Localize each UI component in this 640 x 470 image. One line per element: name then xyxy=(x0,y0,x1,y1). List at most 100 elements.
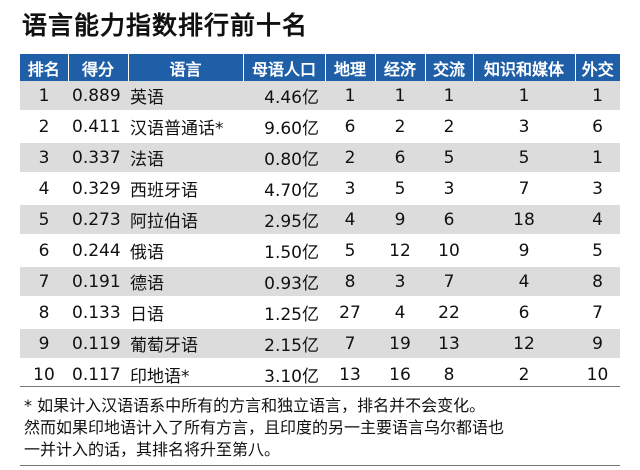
cell-knowledge-media: 4 xyxy=(473,266,575,298)
cell-language: 法语 xyxy=(128,142,243,174)
cell-communication: 22 xyxy=(425,297,473,329)
cell-score: 0.244 xyxy=(68,235,128,267)
table-row: 6 0.244 俄语 1.50亿 5 12 10 9 5 xyxy=(20,235,620,267)
cell-economy: 6 xyxy=(375,142,425,174)
cell-rank: 2 xyxy=(20,111,68,143)
table-body: 1 0.889 英语 4.46亿 1 1 1 1 1 2 0.411 汉语普通话* 9.60亿 6 2 2 3 6… xyxy=(20,81,620,391)
cell-language: 德语 xyxy=(128,266,243,298)
cell-diplomacy: 7 xyxy=(575,297,620,329)
cell-economy: 4 xyxy=(375,297,425,329)
cell-diplomacy: 4 xyxy=(575,204,620,236)
table-row: 5 0.273 阿拉伯语 2.95亿 4 9 6 18 4 xyxy=(20,204,620,236)
cell-diplomacy: 1 xyxy=(575,142,620,174)
cell-language: 葡萄牙语 xyxy=(128,328,243,360)
cell-geography: 5 xyxy=(325,235,375,267)
header-economy: 经济 xyxy=(375,54,426,81)
cell-rank: 4 xyxy=(20,173,68,205)
cell-communication: 8 xyxy=(425,359,473,391)
cell-communication: 13 xyxy=(425,328,473,360)
cell-communication: 3 xyxy=(425,173,473,205)
header-communication: 交流 xyxy=(425,54,474,81)
cell-knowledge-media: 1 xyxy=(473,81,575,112)
cell-native-speakers: 2.95亿 xyxy=(243,204,325,236)
cell-language: 俄语 xyxy=(128,235,243,267)
cell-knowledge-media: 3 xyxy=(473,111,575,143)
cell-score: 0.337 xyxy=(68,142,128,174)
footnote: * 如果计入汉语语系中所有的方言和独立语言，排名并不会变化。 然而如果印地语计入… xyxy=(20,386,620,466)
cell-geography: 7 xyxy=(325,328,375,360)
cell-diplomacy: 3 xyxy=(575,173,620,205)
cell-language: 英语 xyxy=(128,81,243,112)
cell-communication: 6 xyxy=(425,204,473,236)
cell-score: 0.133 xyxy=(68,297,128,329)
header-language: 语言 xyxy=(128,54,244,81)
header-rank: 排名 xyxy=(20,54,69,81)
cell-native-speakers: 4.70亿 xyxy=(243,173,325,205)
table-row: 10 0.117 印地语* 3.10亿 13 16 8 2 10 xyxy=(20,359,620,391)
cell-knowledge-media: 18 xyxy=(473,204,575,236)
cell-rank: 1 xyxy=(20,81,68,112)
cell-native-speakers: 2.15亿 xyxy=(243,328,325,360)
cell-knowledge-media: 5 xyxy=(473,142,575,174)
cell-communication: 2 xyxy=(425,111,473,143)
cell-economy: 19 xyxy=(375,328,425,360)
cell-native-speakers: 9.60亿 xyxy=(243,111,325,143)
cell-diplomacy: 5 xyxy=(575,235,620,267)
cell-rank: 9 xyxy=(20,328,68,360)
table-row: 2 0.411 汉语普通话* 9.60亿 6 2 2 3 6 xyxy=(20,111,620,143)
cell-native-speakers: 0.93亿 xyxy=(243,266,325,298)
cell-geography: 6 xyxy=(325,111,375,143)
cell-diplomacy: 6 xyxy=(575,111,620,143)
cell-score: 0.329 xyxy=(68,173,128,205)
header-diplomacy: 外交 xyxy=(575,54,620,81)
footnote-line: * 如果计入汉语语系中所有的方言和独立语言，排名并不会变化。 xyxy=(24,396,486,415)
cell-score: 0.117 xyxy=(68,359,128,391)
cell-diplomacy: 10 xyxy=(575,359,620,391)
cell-economy: 12 xyxy=(375,235,425,267)
cell-score: 0.273 xyxy=(68,204,128,236)
table-row: 4 0.329 西班牙语 4.70亿 3 5 3 7 3 xyxy=(20,173,620,205)
cell-native-speakers: 0.80亿 xyxy=(243,142,325,174)
cell-language: 日语 xyxy=(128,297,243,329)
header-score: 得分 xyxy=(68,54,129,81)
cell-knowledge-media: 2 xyxy=(473,359,575,391)
cell-geography: 27 xyxy=(325,297,375,329)
page-title: 语言能力指数排行前十名 xyxy=(22,11,309,40)
cell-geography: 4 xyxy=(325,204,375,236)
cell-language: 阿拉伯语 xyxy=(128,204,243,236)
cell-native-speakers: 1.25亿 xyxy=(243,297,325,329)
cell-communication: 1 xyxy=(425,81,473,112)
cell-diplomacy: 8 xyxy=(575,266,620,298)
cell-knowledge-media: 6 xyxy=(473,297,575,329)
table-row: 8 0.133 日语 1.25亿 27 4 22 6 7 xyxy=(20,297,620,329)
cell-economy: 9 xyxy=(375,204,425,236)
table-row: 3 0.337 法语 0.80亿 2 6 5 5 1 xyxy=(20,142,620,174)
cell-economy: 3 xyxy=(375,266,425,298)
cell-score: 0.119 xyxy=(68,328,128,360)
cell-rank: 10 xyxy=(20,359,68,391)
table-row: 1 0.889 英语 4.46亿 1 1 1 1 1 xyxy=(20,81,620,112)
cell-geography: 3 xyxy=(325,173,375,205)
cell-native-speakers: 3.10亿 xyxy=(243,359,325,391)
cell-rank: 7 xyxy=(20,266,68,298)
footnote-line: 一并计入的话，其排名将升至第八。 xyxy=(24,440,281,459)
cell-economy: 1 xyxy=(375,81,425,112)
table-header-row: 排名 得分 语言 母语人口 地理 经济 交流 知识和媒体 外交 xyxy=(20,54,620,81)
cell-native-speakers: 1.50亿 xyxy=(243,235,325,267)
cell-geography: 13 xyxy=(325,359,375,391)
cell-geography: 1 xyxy=(325,81,375,112)
cell-geography: 8 xyxy=(325,266,375,298)
cell-rank: 3 xyxy=(20,142,68,174)
table-row: 9 0.119 葡萄牙语 2.15亿 7 19 13 12 9 xyxy=(20,328,620,360)
cell-diplomacy: 9 xyxy=(575,328,620,360)
cell-communication: 7 xyxy=(425,266,473,298)
footnote-line: 然而如果印地语计入了所有方言，且印度的另一主要语言乌尔都语也 xyxy=(24,418,505,437)
cell-knowledge-media: 7 xyxy=(473,173,575,205)
cell-knowledge-media: 12 xyxy=(473,328,575,360)
cell-language: 汉语普通话* xyxy=(128,111,243,143)
cell-economy: 5 xyxy=(375,173,425,205)
cell-economy: 2 xyxy=(375,111,425,143)
cell-geography: 2 xyxy=(325,142,375,174)
cell-native-speakers: 4.46亿 xyxy=(243,81,325,112)
cell-language: 西班牙语 xyxy=(128,173,243,205)
